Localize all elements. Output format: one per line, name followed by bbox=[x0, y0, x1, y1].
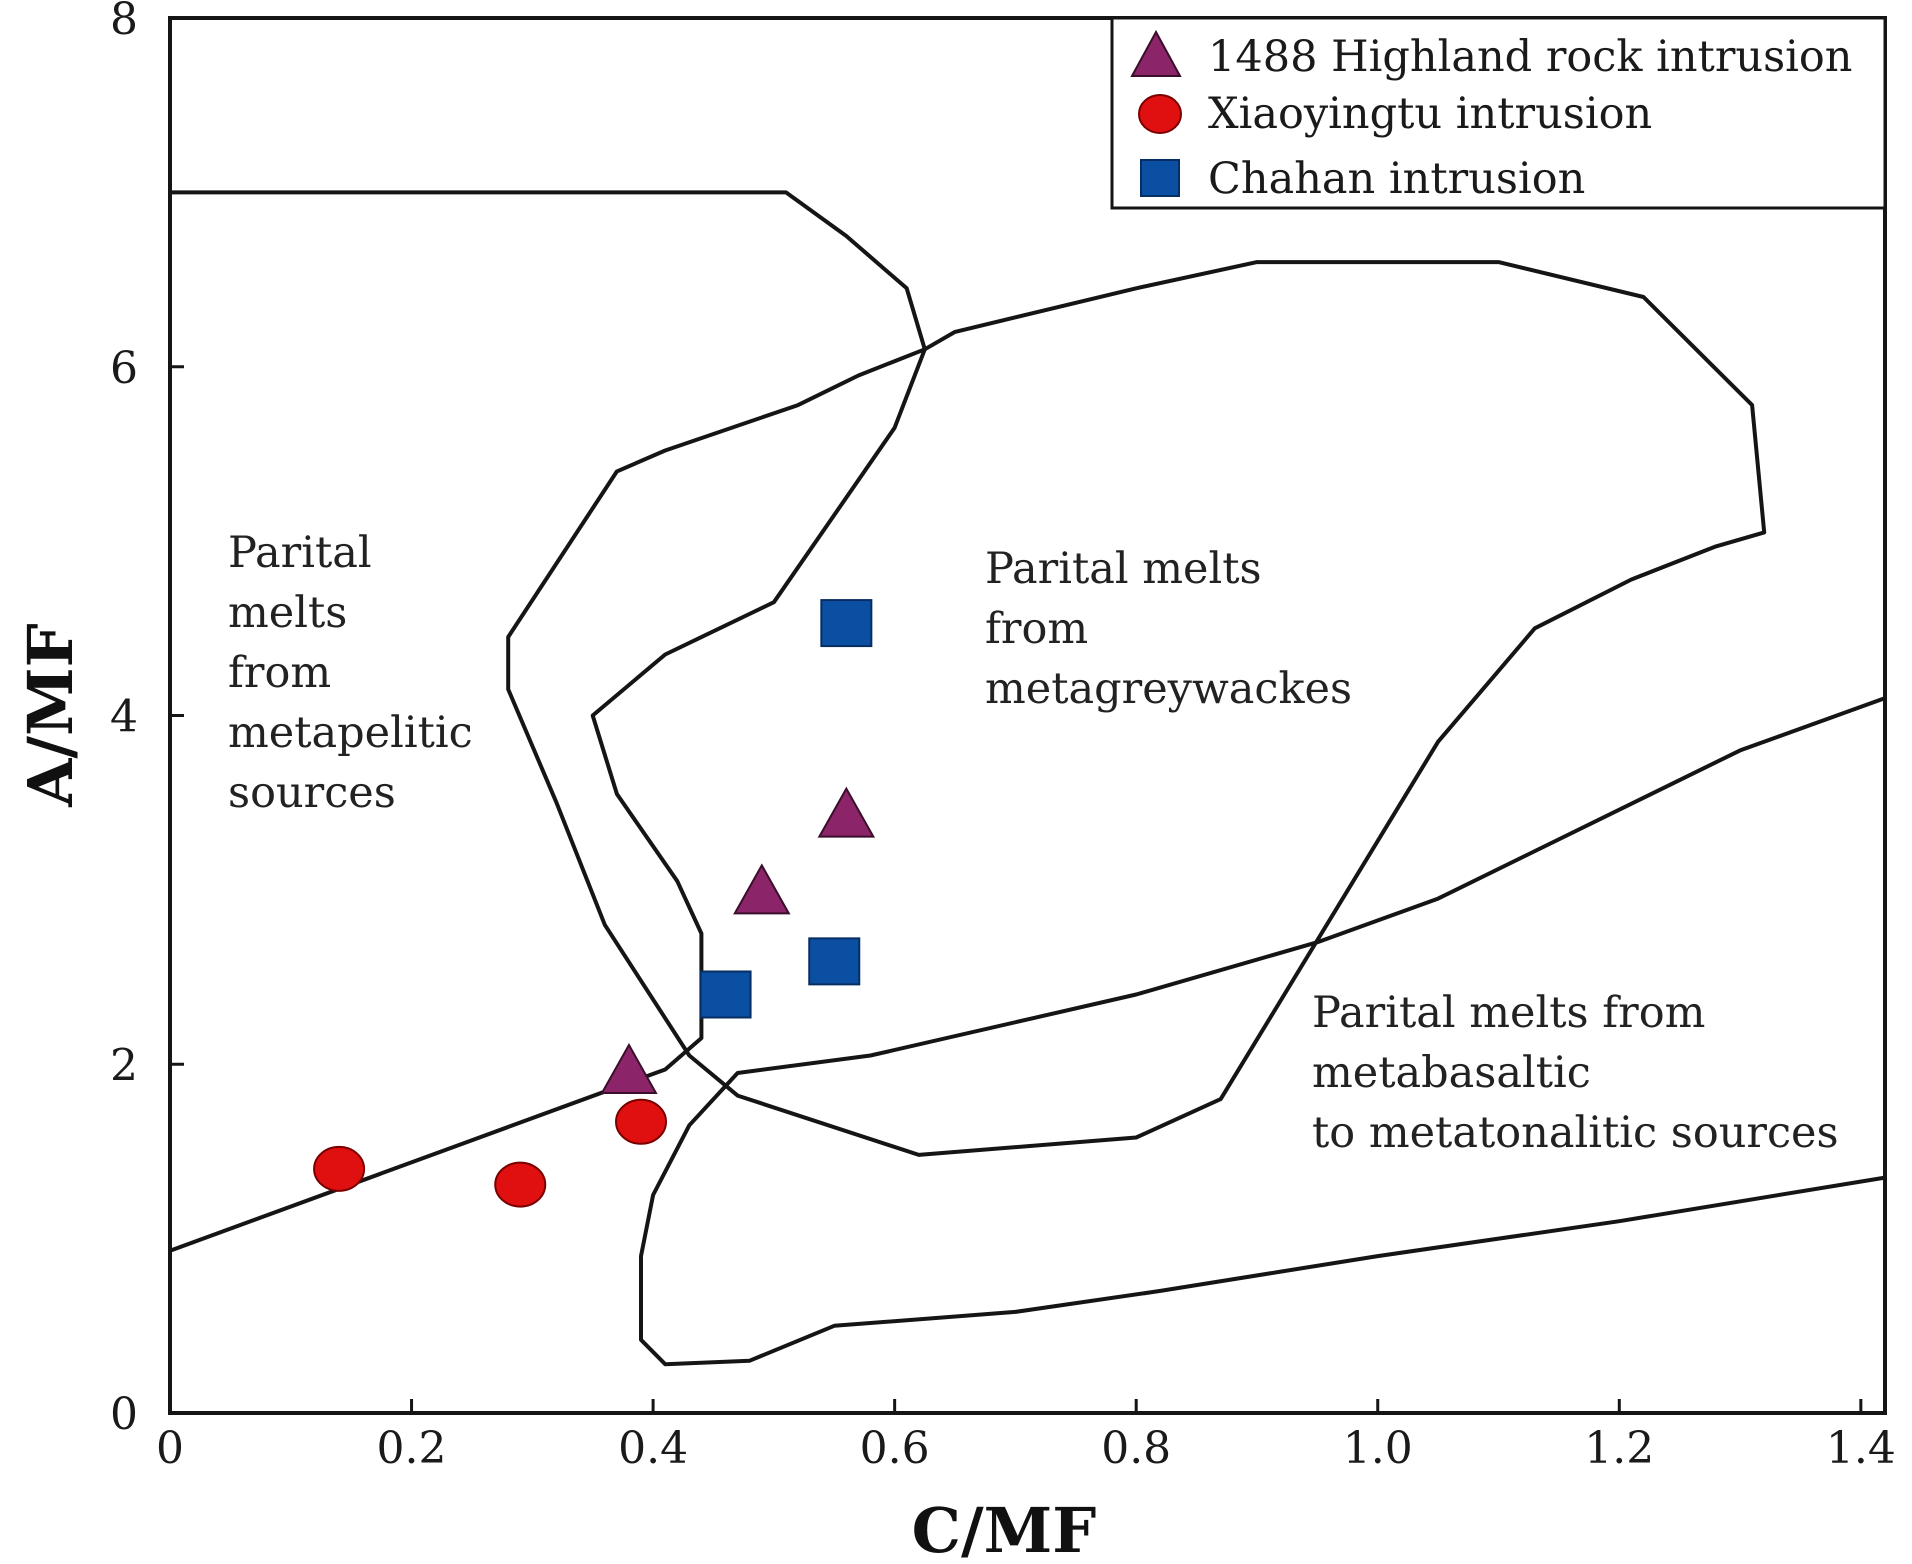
point-triangle bbox=[733, 863, 791, 915]
x-axis-title: C/MF bbox=[912, 1494, 1097, 1564]
region-label-line: from bbox=[985, 604, 1088, 654]
region-label-metabasaltic: Parital melts from metabasaltic to metat… bbox=[1312, 988, 1839, 1158]
region-label-line: metapelitic bbox=[228, 708, 473, 758]
region-label-line: Parital bbox=[228, 528, 372, 578]
y-tick-label: 2 bbox=[110, 1040, 138, 1091]
point-triangle bbox=[817, 786, 876, 838]
point-circle bbox=[494, 1161, 547, 1208]
region-label-metagreywackes: Parital melts from metagreywackes bbox=[985, 544, 1352, 714]
region-label-metapelitic: Parital melts from metapelitic sources bbox=[228, 528, 473, 818]
data-points bbox=[313, 599, 876, 1208]
point-square bbox=[820, 599, 873, 648]
y-tick-label: 8 bbox=[110, 0, 138, 45]
region-label-line: metabasaltic bbox=[1312, 1048, 1591, 1098]
legend-square-marker bbox=[1140, 159, 1180, 197]
y-axis-title: A/MF bbox=[14, 623, 87, 807]
y-axis-ticks: 0 2 4 6 8 bbox=[110, 0, 184, 1440]
point-triangle bbox=[600, 1042, 658, 1094]
point-circle bbox=[313, 1145, 366, 1192]
region-label-line: melts bbox=[228, 588, 347, 638]
x-axis-ticks: 0 0.2 0.4 0.6 0.8 1.0 1.2 1.4 bbox=[156, 1399, 1896, 1474]
x-tick-label: 0.4 bbox=[618, 1423, 688, 1474]
legend-label-xiaoyingtu: Xiaoyingtu intrusion bbox=[1208, 89, 1652, 139]
legend-box bbox=[1110, 16, 1887, 210]
region-boundary-metabasaltic bbox=[639, 696, 1887, 1367]
legend-label-highland: 1488 Highland rock intrusion bbox=[1208, 32, 1852, 82]
region-label-line: Parital melts from bbox=[1312, 988, 1705, 1038]
y-tick-label: 6 bbox=[110, 343, 138, 394]
legend: 1488 Highland rock intrusion Xiaoyingtu … bbox=[1110, 16, 1887, 210]
region-label-line: metagreywackes bbox=[985, 664, 1352, 714]
region-label-line: to metatonalitic sources bbox=[1312, 1108, 1839, 1158]
x-tick-label: 0.2 bbox=[377, 1423, 447, 1474]
x-tick-label: 1.4 bbox=[1826, 1423, 1896, 1474]
legend-circle-marker bbox=[1138, 94, 1182, 134]
point-square bbox=[699, 970, 752, 1019]
y-tick-label: 4 bbox=[110, 692, 138, 743]
x-tick-label: 0.6 bbox=[860, 1423, 930, 1474]
point-circle bbox=[615, 1098, 668, 1145]
region-label-line: Parital melts bbox=[985, 544, 1262, 594]
y-tick-label: 0 bbox=[110, 1389, 138, 1440]
x-tick-label: 0 bbox=[156, 1423, 184, 1474]
region-label-line: from bbox=[228, 648, 331, 698]
region-label-line: sources bbox=[228, 768, 396, 818]
region-boundary-metagreywackes bbox=[506, 260, 1767, 1157]
legend-triangle-marker bbox=[1130, 29, 1182, 77]
legend-label-chahan: Chahan intrusion bbox=[1208, 154, 1585, 204]
region-boundaries bbox=[168, 190, 1887, 1367]
x-tick-label: 0.8 bbox=[1101, 1423, 1171, 1474]
point-square bbox=[808, 937, 861, 986]
x-tick-label: 1.2 bbox=[1584, 1423, 1654, 1474]
x-tick-label: 1.0 bbox=[1343, 1423, 1413, 1474]
